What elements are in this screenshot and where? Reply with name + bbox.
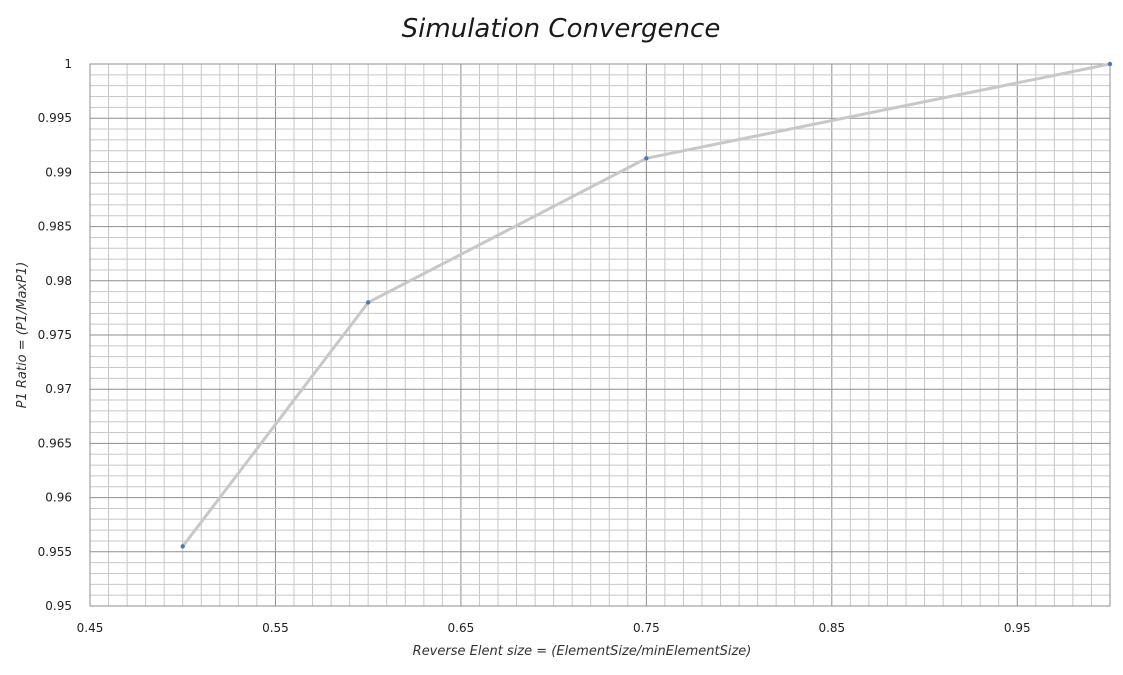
x-tick-label: 0.65 [448, 621, 475, 635]
y-tick-label: 0.955 [38, 545, 72, 559]
data-point [365, 300, 371, 305]
series-line [181, 62, 1112, 548]
y-tick-label: 1 [64, 57, 72, 71]
data-point [644, 156, 649, 161]
y-tick-label: 0.995 [38, 111, 72, 125]
y-tick-label: 0.99 [45, 165, 72, 179]
x-tick-label: 0.45 [77, 621, 104, 635]
x-tick-label: 0.55 [262, 621, 289, 635]
x-tick-label: 0.75 [633, 621, 660, 635]
y-tick-label: 0.965 [38, 436, 72, 450]
y-tick-label: 0.98 [45, 274, 72, 288]
y-tick-label: 0.985 [38, 220, 72, 234]
y-axis-label: P1 Ratio = (P1/MaxP1) [15, 262, 30, 409]
y-axis-ticks: 0.95 0.955 0.96 0.965 0.97 0.975 0.98 0.985 0.99… [38, 57, 72, 613]
data-point [1107, 61, 1113, 67]
plot-area-border [89, 63, 1111, 607]
x-axis-label: Reverse Elent size = (ElementSize/minEle… [413, 644, 752, 659]
x-tick-label: 0.85 [818, 621, 845, 635]
y-tick-label: 0.95 [45, 599, 72, 613]
grid [89, 63, 1111, 607]
y-tick-label: 0.97 [45, 382, 72, 396]
data-point [180, 544, 185, 549]
chart-title: Simulation Convergence [402, 14, 721, 44]
y-tick-label: 0.96 [45, 491, 72, 505]
series-layer [180, 61, 1113, 549]
x-axis-ticks: 0.45 0.55 0.65 0.75 0.85 0.95 [77, 621, 1031, 635]
x-tick-label: 0.95 [1004, 621, 1031, 635]
y-tick-label: 0.975 [38, 328, 72, 342]
